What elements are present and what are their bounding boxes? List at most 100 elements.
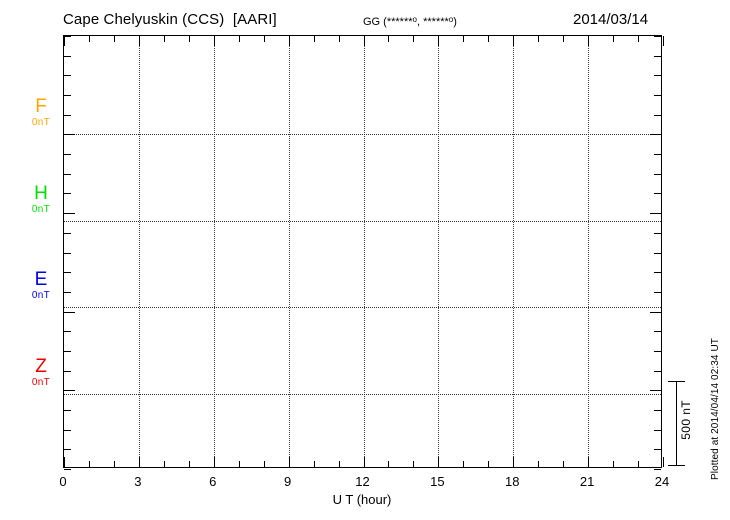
vertical-gridline	[588, 36, 590, 467]
component-label-z: Z 0nT	[21, 357, 61, 388]
plotted-at-timestamp: Plotted at 2014/04/14 02:34 UT	[710, 338, 721, 480]
xaxis-title: U T (hour)	[332, 492, 392, 507]
vertical-gridline	[438, 36, 440, 467]
xaxis-tick	[663, 457, 664, 467]
yaxis-tick	[64, 429, 71, 431]
xaxis-tick-top	[638, 36, 640, 42]
yaxis-tick-right	[654, 173, 661, 175]
component-baseline-value-e: 0nT	[31, 289, 51, 301]
yaxis-tick-right	[654, 114, 661, 116]
vertical-gridline	[363, 36, 365, 467]
xaxis-tick-top	[163, 36, 165, 42]
xaxis-tick-label: 12	[355, 474, 370, 489]
yaxis-tick	[64, 173, 71, 175]
yaxis-tick-right	[650, 134, 661, 136]
gg-longitude: ******	[423, 16, 449, 28]
xaxis-tick	[288, 457, 290, 467]
yaxis-tick	[64, 272, 71, 274]
component-label-f: F 0nT	[21, 97, 61, 128]
observation-date: 2014/03/14	[573, 11, 649, 28]
yaxis-tick-right	[650, 213, 661, 215]
xaxis-tick-label: 18	[505, 474, 520, 489]
xaxis-tick	[88, 461, 90, 467]
xaxis-tick-top	[488, 36, 490, 42]
yaxis-tick	[64, 469, 71, 470]
xaxis-tick-top	[663, 36, 664, 46]
yaxis-tick-right	[654, 469, 661, 470]
yaxis-tick	[64, 134, 75, 136]
xaxis-tick	[438, 457, 440, 467]
xaxis-tick-top	[563, 36, 565, 42]
yaxis-tick	[64, 350, 71, 352]
xaxis-tick-top	[513, 36, 515, 46]
baseline-gridline-e	[64, 306, 661, 308]
yaxis-tick	[64, 311, 75, 313]
xaxis-tick	[488, 461, 490, 467]
plot-grid	[64, 36, 664, 470]
xaxis-tick	[238, 461, 240, 467]
component-letter-z: Z	[35, 355, 47, 377]
yaxis-tick	[64, 193, 71, 195]
yaxis-tick	[64, 114, 71, 116]
xaxis-tick-top	[338, 36, 340, 42]
xaxis-tick	[538, 461, 540, 467]
xaxis-tick-label: 0	[59, 474, 67, 489]
component-baseline-value-z: 0nT	[31, 376, 51, 388]
yaxis-tick-right	[654, 36, 661, 37]
xaxis-tick	[413, 461, 415, 467]
xaxis-tick	[263, 461, 265, 467]
yaxis-tick-right	[654, 75, 661, 77]
yaxis-tick-right	[654, 154, 661, 156]
yaxis-tick-right	[654, 409, 661, 411]
gg-longitude-degree-unit: o	[448, 15, 454, 24]
xaxis-tick	[113, 461, 115, 467]
yaxis-tick	[64, 55, 71, 57]
xaxis-tick	[188, 461, 190, 467]
xaxis-tick-top	[64, 36, 65, 46]
yaxis-tick	[64, 36, 71, 37]
xaxis-tick-top	[388, 36, 390, 42]
xaxis-tick	[64, 457, 65, 467]
yaxis-tick	[64, 232, 71, 234]
xaxis-tick	[588, 457, 590, 467]
yaxis-tick-right	[654, 370, 661, 372]
yaxis-tick-right	[654, 95, 661, 97]
yaxis-tick-right	[654, 193, 661, 195]
page-title: Cape Chelyuskin (CCS) [AARI]	[63, 11, 277, 28]
component-label-e: E 0nT	[21, 270, 61, 301]
gg-suffix: )	[453, 16, 457, 28]
xaxis-tick	[563, 461, 565, 467]
yaxis-tick	[64, 291, 71, 293]
xaxis-tick-top	[113, 36, 115, 42]
yaxis-tick-right	[654, 55, 661, 57]
component-label-h: H 0nT	[21, 184, 61, 215]
xaxis-tick-label: 6	[209, 474, 217, 489]
xaxis-tick-top	[263, 36, 265, 42]
component-letter-h: H	[34, 183, 48, 205]
yaxis-tick	[64, 75, 71, 77]
yaxis-tick	[64, 331, 71, 333]
xaxis-tick-label: 15	[430, 474, 445, 489]
xaxis-tick-top	[413, 36, 415, 42]
xaxis-tick-top	[288, 36, 290, 46]
xaxis-tick-top	[188, 36, 190, 42]
yaxis-tick	[64, 370, 71, 372]
xaxis-tick	[638, 461, 640, 467]
xaxis-tick-top	[238, 36, 240, 42]
yaxis-tick	[64, 213, 75, 215]
xaxis-tick	[338, 461, 340, 467]
vertical-gridline	[138, 36, 140, 467]
baseline-gridline-f	[64, 134, 661, 136]
xaxis-tick-top	[613, 36, 615, 42]
xaxis-tick	[313, 461, 315, 467]
gg-latitude-degree-unit: o	[412, 15, 417, 24]
yaxis-tick	[64, 390, 75, 392]
xaxis-tick	[163, 461, 165, 467]
component-letter-e: E	[34, 268, 48, 290]
yaxis-tick-right	[654, 429, 661, 431]
xaxis-tick-label: 21	[579, 474, 595, 489]
xaxis-tick	[513, 457, 515, 467]
yaxis-tick-right	[650, 390, 661, 392]
xaxis-tick-label: 24	[654, 474, 670, 489]
component-baseline-value-h: 0nT	[31, 204, 51, 216]
